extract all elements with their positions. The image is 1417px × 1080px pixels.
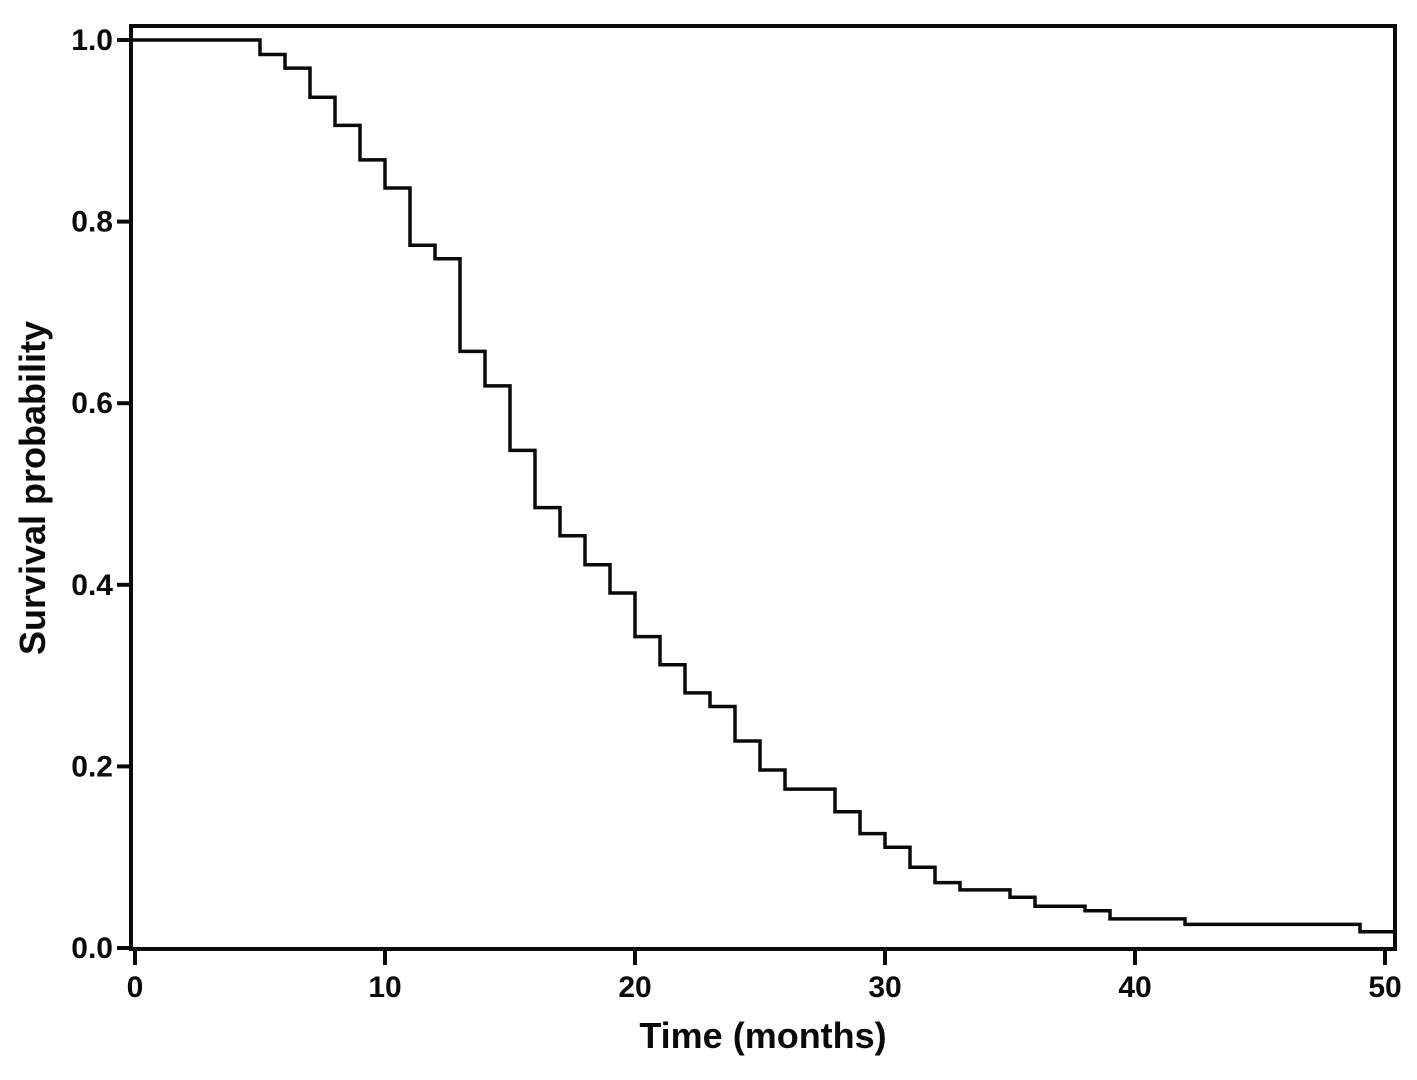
x-axis-label: Time (months): [639, 1015, 886, 1056]
x-tick-label: 0: [127, 971, 144, 1004]
y-axis-label: Survival probability: [12, 321, 53, 655]
survival-step-curve: [131, 38, 1395, 934]
y-tick-label: 0.6: [71, 387, 113, 420]
plot-frame: [129, 24, 1397, 951]
x-tick-label: 20: [618, 971, 651, 1004]
y-tick-label: 0.4: [71, 569, 113, 602]
x-tick-label: 30: [868, 971, 901, 1004]
x-tick-label: 40: [1118, 971, 1151, 1004]
y-axis-ticks: 0.0 0.2 0.4 0.6 0.8 1.0: [71, 24, 131, 965]
y-tick-label: 0.2: [71, 750, 113, 783]
y-tick-label: 0.8: [71, 206, 113, 239]
y-tick-label: 1.0: [71, 24, 113, 57]
x-tick-label: 50: [1368, 971, 1401, 1004]
x-tick-label: 10: [368, 971, 401, 1004]
x-axis-ticks: 0 10 20 30 40 50: [127, 949, 1402, 1004]
y-tick-label: 0.0: [71, 932, 113, 965]
